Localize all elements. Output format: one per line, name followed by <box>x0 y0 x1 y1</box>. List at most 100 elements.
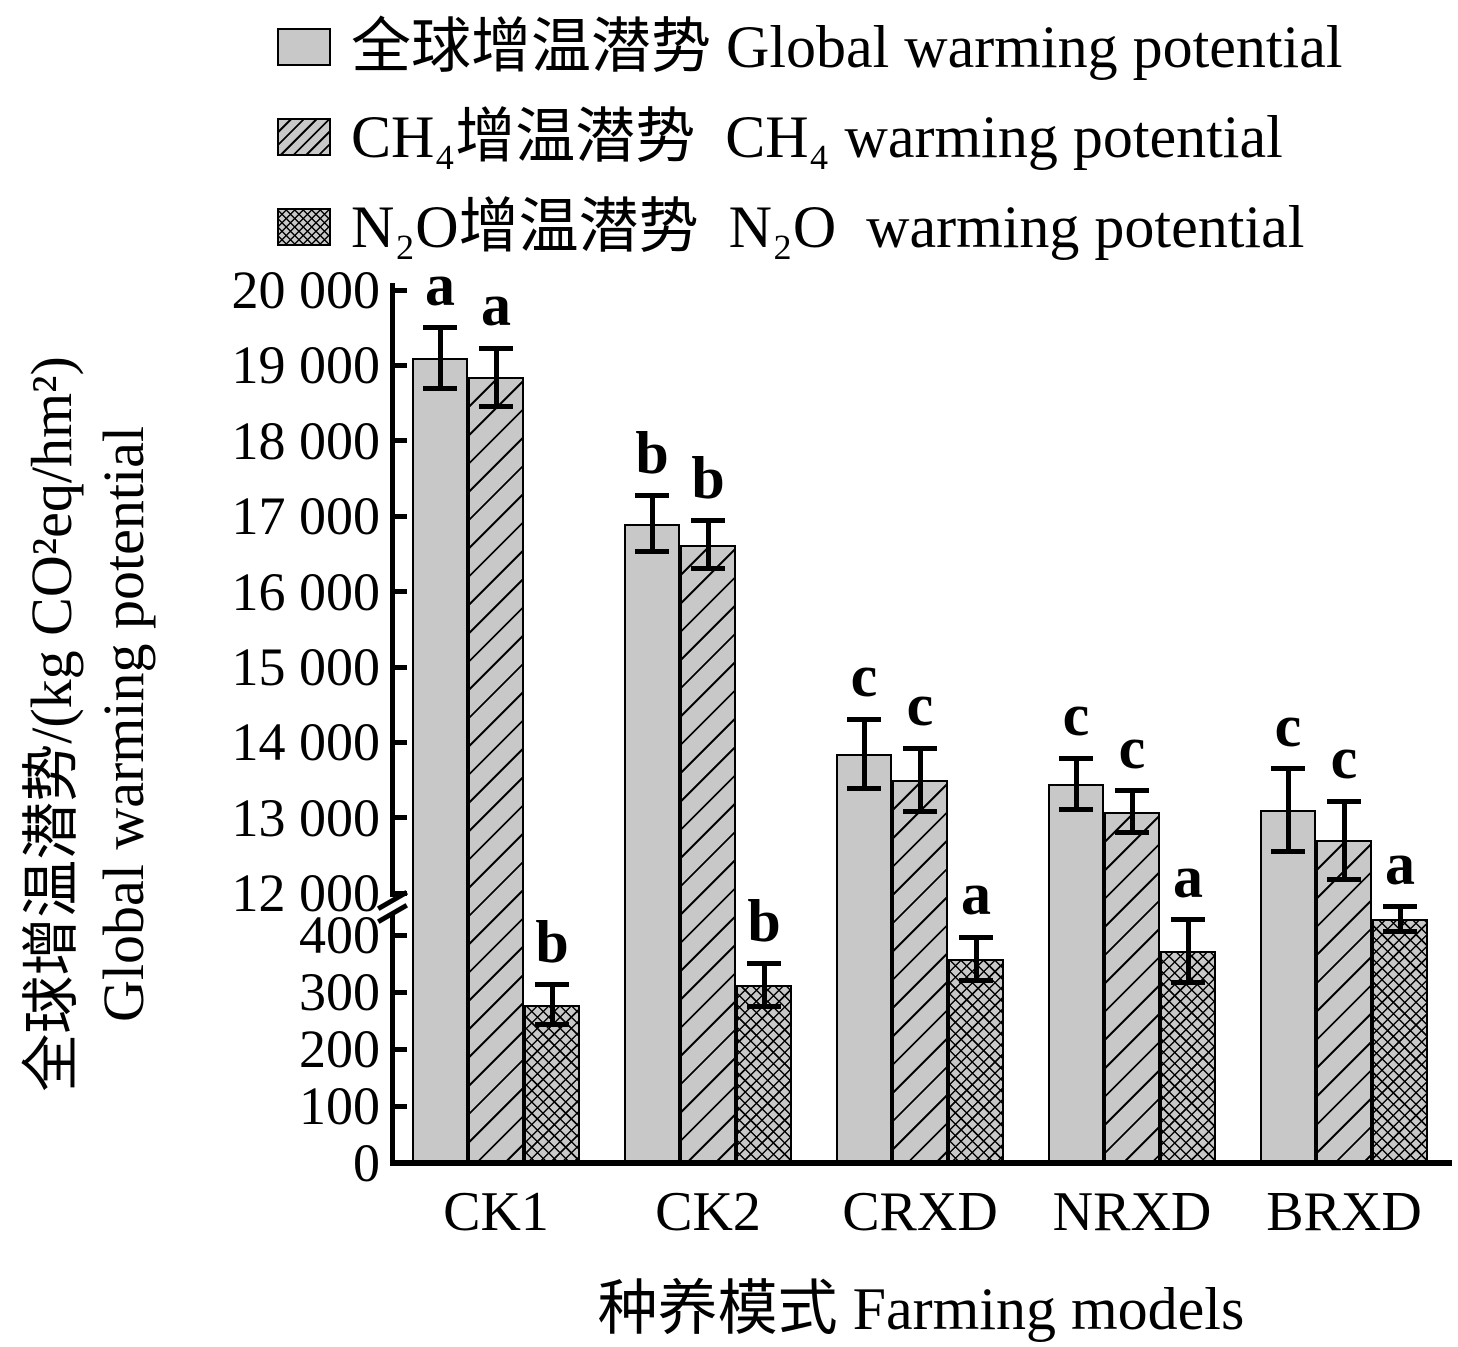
bar-ch4-ck2 <box>680 544 736 1165</box>
y-tick-13000 <box>394 815 407 821</box>
x-axis-line <box>390 1160 1452 1166</box>
legend-swatch-gwp-icon <box>277 28 331 66</box>
y-tick-label-100: 100 <box>299 1076 380 1136</box>
error-bar-cap-bottom <box>479 404 513 410</box>
error-bar-gwp-ck1 <box>437 327 443 388</box>
error-bar-cap-top <box>1171 917 1205 923</box>
legend-item: CH₄增温潜势 CH₄ warming potential <box>277 92 1343 182</box>
x-axis-title: 种养模式 Farming models <box>597 1276 1245 1342</box>
y-tick-100 <box>394 1103 407 1109</box>
y-tick-label-12000: 12 000 <box>231 863 381 924</box>
y-tick-400 <box>394 932 407 938</box>
sig-letter-n2o-ck1: b <box>535 908 569 975</box>
error-bar-cap-top <box>1115 788 1149 794</box>
error-bar-cap-top <box>903 745 937 751</box>
x-tick-label-brxd: BRXD <box>1266 1181 1422 1243</box>
error-bar-gwp-brxd <box>1285 768 1291 852</box>
bar-gwp-brxd <box>1260 810 1316 1165</box>
error-bar-ch4-ck2 <box>705 520 711 569</box>
y-tick-label-14000: 14 000 <box>231 712 381 773</box>
legend-item: N₂O增温潜势 N₂O warming potential <box>277 182 1343 272</box>
sig-letter-ch4-nrxd: c <box>1118 714 1146 781</box>
error-bar-cap-bottom <box>535 1021 569 1027</box>
error-bar-cap-top <box>635 493 669 499</box>
y-tick-label-16000: 16 000 <box>231 561 381 622</box>
y-tick-label-19000: 19 000 <box>231 335 381 396</box>
error-bar-cap-top <box>423 325 457 331</box>
error-bar-cap-bottom <box>747 1004 781 1010</box>
sig-letter-gwp-brxd: c <box>1274 692 1302 759</box>
error-bar-ch4-brxd <box>1341 801 1347 880</box>
legend-label-ch4: CH₄增温潜势 CH₄ warming potential <box>351 104 1283 170</box>
error-bar-cap-bottom <box>1383 929 1417 935</box>
error-bar-n2o-ck2 <box>761 963 767 1007</box>
sig-letter-n2o-brxd: a <box>1385 830 1415 897</box>
sig-letter-gwp-ck1: a <box>425 251 455 318</box>
error-bar-gwp-nrxd <box>1073 758 1079 810</box>
y-tick-20000 <box>394 287 407 293</box>
y-axis-title-zh: 全球增温潜势/(kg CO²eq/hm²) <box>19 356 84 1092</box>
sig-letter-ch4-crxd: c <box>906 672 934 739</box>
y-tick-label-17000: 17 000 <box>231 486 381 547</box>
bar-n2o-nrxd <box>1160 950 1216 1165</box>
error-bar-cap-top <box>747 961 781 966</box>
y-tick-0 <box>394 1160 407 1166</box>
error-bar-n2o-brxd <box>1397 906 1403 932</box>
error-bar-cap-bottom <box>1271 849 1305 855</box>
y-axis-spine <box>390 283 395 1166</box>
y-tick-19000 <box>394 362 407 368</box>
bar-gwp-ck2 <box>624 523 680 1165</box>
error-bar-gwp-ck2 <box>649 495 655 552</box>
error-bar-cap-bottom <box>1327 877 1361 883</box>
error-bar-cap-top <box>847 716 881 722</box>
y-tick-label-300: 300 <box>299 962 380 1022</box>
error-bar-cap-top <box>535 982 569 988</box>
y-tick-label-20000: 20 000 <box>231 260 381 320</box>
bar-ch4-crxd <box>892 780 948 1165</box>
legend: 全球增温潜势 Global warming potential CH₄增温潜势 … <box>277 2 1343 272</box>
bar-n2o-ck1 <box>524 1004 580 1165</box>
error-bar-cap-top <box>1383 904 1417 909</box>
sig-letter-n2o-crxd: a <box>961 861 991 928</box>
error-bar-cap-bottom <box>423 385 457 391</box>
y-tick-label-15000: 15 000 <box>231 637 381 697</box>
error-bar-ch4-crxd <box>917 748 923 812</box>
error-bar-cap-bottom <box>847 785 881 791</box>
y-tick-label-0: 0 <box>353 1133 380 1193</box>
bar-gwp-nrxd <box>1048 783 1104 1165</box>
bar-ch4-ck1 <box>468 377 524 1165</box>
x-tick-label-ck2: CK2 <box>655 1181 761 1243</box>
y-tick-16000 <box>394 589 407 595</box>
x-tick-label-nrxd: NRXD <box>1052 1181 1212 1243</box>
legend-label-gwp: 全球增温潜势 Global warming potential <box>351 14 1343 80</box>
bar-n2o-brxd <box>1372 919 1428 1165</box>
y-tick-300 <box>394 989 407 995</box>
error-bar-cap-top <box>479 345 513 351</box>
bar-gwp-crxd <box>836 753 892 1165</box>
error-bar-cap-top <box>1271 766 1305 772</box>
error-bar-cap-bottom <box>959 978 993 984</box>
sig-letter-gwp-crxd: c <box>850 643 878 710</box>
x-tick-label-ck1: CK1 <box>443 1181 549 1243</box>
y-tick-17000 <box>394 513 407 519</box>
sig-letter-n2o-nrxd: a <box>1173 843 1203 910</box>
sig-letter-gwp-ck2: b <box>635 419 669 486</box>
error-bar-n2o-ck1 <box>549 984 555 1025</box>
error-bar-gwp-crxd <box>861 719 867 789</box>
sig-letter-ch4-ck1: a <box>481 272 511 339</box>
sig-letter-ch4-brxd: c <box>1330 725 1358 792</box>
error-bar-cap-top <box>691 518 725 524</box>
y-tick-label-13000: 13 000 <box>231 787 381 848</box>
bar-n2o-crxd <box>948 958 1004 1165</box>
y-tick-14000 <box>394 739 407 745</box>
legend-swatch-ch4-icon <box>277 118 331 156</box>
bar-ch4-nrxd <box>1104 811 1160 1165</box>
error-bar-ch4-ck1 <box>493 348 499 407</box>
sig-letter-n2o-ck2: b <box>747 887 781 954</box>
error-bar-cap-top <box>1327 798 1361 804</box>
error-bar-n2o-nrxd <box>1185 919 1191 983</box>
y-tick-label-200: 200 <box>299 1019 380 1079</box>
error-bar-cap-bottom <box>691 566 725 572</box>
error-bar-n2o-crxd <box>973 937 979 981</box>
